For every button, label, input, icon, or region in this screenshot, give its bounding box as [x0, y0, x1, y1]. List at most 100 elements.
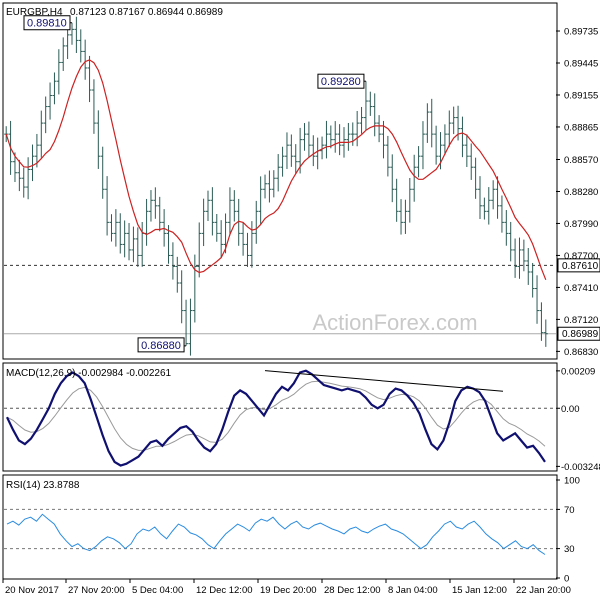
- price-bar: [491, 180, 496, 210]
- price-bar: [227, 187, 232, 236]
- price-bar: [320, 136, 325, 160]
- price-bar: [241, 222, 246, 256]
- price-bar: [447, 110, 452, 147]
- price-bar: [52, 72, 57, 105]
- price-tick-label: 0.88570: [564, 155, 598, 166]
- price-tick-label: 0.89735: [564, 27, 598, 38]
- time-tick-label: 22 Jan 20:00: [516, 585, 571, 596]
- rsi-panel[interactable]: [2, 474, 558, 580]
- price-bar: [17, 159, 22, 192]
- price-bar: [258, 176, 263, 225]
- price-bar: [206, 190, 210, 222]
- price-bar: [289, 134, 294, 167]
- symbol-label: EURGBP,H4: [6, 7, 63, 18]
- price-bar: [100, 146, 105, 199]
- price-bar: [442, 124, 447, 155]
- price-bar: [508, 221, 513, 262]
- price-tick-label: 0.89155: [564, 90, 598, 101]
- price-tick-label: 0.87410: [564, 283, 598, 294]
- price-bar: [517, 237, 522, 279]
- price-bar: [469, 143, 474, 180]
- price-bar: [21, 167, 26, 198]
- price-bar: [135, 227, 140, 267]
- price-bar: [460, 116, 465, 158]
- macd-main-line: [6, 369, 546, 467]
- price-bar: [179, 270, 184, 324]
- price-bar: [210, 187, 215, 236]
- price-bar: [192, 254, 197, 323]
- time-tick-label: 27 Nov 20:00: [68, 585, 125, 596]
- price-bar: [368, 91, 373, 116]
- time-tick-label: 5 Dec 04:00: [132, 585, 183, 596]
- price-bar: [70, 22, 74, 45]
- macd-indicator-label: MACD(12,26,9) -0.002984 -0.002261: [6, 368, 172, 379]
- price-bar: [197, 222, 202, 278]
- price-bar: [526, 248, 531, 285]
- price-bar: [486, 187, 491, 225]
- price-bar: [530, 262, 535, 298]
- price-bar: [394, 178, 399, 222]
- price-bar: [83, 39, 88, 80]
- price-bar: [539, 302, 544, 341]
- price-callouts: 0.89810 0.89280 0.86880: [23, 15, 366, 353]
- price-bar: [381, 120, 386, 159]
- macd-trendline[interactable]: [264, 370, 504, 392]
- time-tick-label: 28 Dec 12:00: [324, 585, 381, 596]
- price-bar: [271, 170, 276, 198]
- price-bar: [385, 135, 390, 177]
- price-bar: [390, 154, 395, 203]
- price-bar: [429, 98, 434, 148]
- price-bar: [284, 132, 289, 169]
- price-bar: [513, 238, 518, 278]
- price-bar: [355, 110, 360, 147]
- price-tick-label: 0.86830: [564, 347, 598, 358]
- price-bar: [236, 198, 241, 246]
- rsi-axis: 100 70 30 0: [556, 476, 580, 585]
- price-bar: [249, 221, 254, 268]
- price-bar: [153, 187, 158, 219]
- price-bar: [166, 225, 171, 264]
- price-panel[interactable]: [2, 2, 558, 360]
- macd-panel[interactable]: [2, 362, 558, 472]
- price-bar: [451, 106, 456, 135]
- macd-tick-label: 0.00209: [561, 366, 595, 377]
- time-tick-label: 19 Dec 20:00: [260, 585, 317, 596]
- price-bar: [61, 37, 66, 71]
- price-bar: [473, 157, 478, 199]
- price-bar: [39, 110, 44, 158]
- time-tick-label: 20 Nov 2017: [5, 585, 59, 596]
- price-bar: [521, 239, 526, 272]
- rsi-tick-label: 70: [564, 505, 575, 516]
- price-bar: [91, 79, 96, 134]
- price-bar: [434, 125, 439, 165]
- price-bar: [350, 122, 355, 146]
- price-bar: [495, 176, 500, 219]
- price-tick-label: 0.87990: [564, 219, 598, 230]
- rsi-tick-label: 0: [564, 574, 569, 585]
- time-tick-label: 15 Jan 12:00: [452, 585, 507, 596]
- ohlc-readout: 0.87123 0.87167 0.86944 0.86989: [70, 7, 223, 18]
- level-price-tag: 0.87610: [557, 258, 600, 273]
- price-bar: [377, 115, 382, 143]
- price-bar: [109, 214, 114, 242]
- time-tick-label: 8 Jan 04:00: [388, 585, 438, 596]
- price-bar: [324, 120, 329, 159]
- price-bar: [148, 190, 153, 222]
- price-bar: [403, 199, 408, 234]
- price-bar: [184, 299, 189, 346]
- price-tick-label: 0.88280: [564, 187, 598, 198]
- level-tag-text: 0.87610: [562, 261, 599, 272]
- macd-axis: 0.00209 0.00 -0.003248: [556, 366, 600, 473]
- rsi-indicator-label: RSI(14) 23.8788: [6, 480, 80, 491]
- price-bar: [118, 213, 123, 254]
- price-bar: [478, 176, 482, 219]
- price-callout-label: 0.89280: [321, 76, 361, 88]
- price-bar: [157, 196, 162, 232]
- price-bar: [333, 121, 338, 153]
- price-callout-label: 0.86880: [141, 340, 181, 352]
- price-bar: [263, 174, 268, 199]
- price-bar: [337, 124, 342, 156]
- price-bar: [420, 121, 425, 170]
- price-tick-label: 0.87120: [564, 315, 598, 326]
